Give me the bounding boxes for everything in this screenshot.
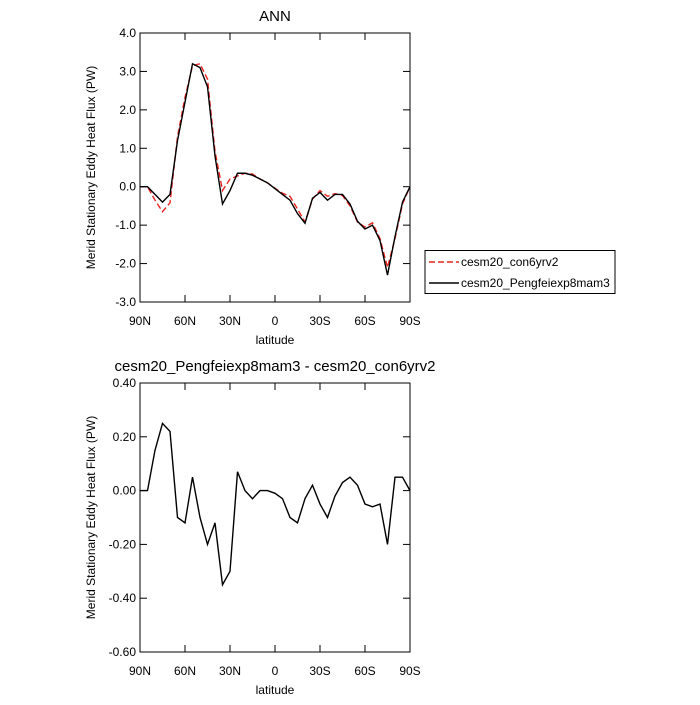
y-tick-label: 0.40 — [113, 376, 137, 390]
y-axis-label: Merid Stationary Eddy Heat Flux (PW) — [84, 66, 98, 269]
x-tick-label: 30N — [219, 314, 241, 328]
x-tick-label: 90S — [399, 314, 420, 328]
x-tick-label: 60S — [354, 664, 375, 678]
y-tick-label: 0.20 — [113, 430, 137, 444]
y-tick-label: -0.60 — [109, 645, 137, 659]
data-line — [140, 62, 411, 276]
y-tick-label: 1.0 — [119, 141, 136, 155]
x-tick-label: 90N — [129, 314, 151, 328]
x-axis-label: latitude — [256, 333, 295, 347]
y-tick-label: -3.0 — [115, 295, 136, 309]
y-tick-label: 2.0 — [119, 103, 136, 117]
x-tick-label: 30S — [309, 314, 330, 328]
chart-title: cesm20_Pengfeiexp8mam3 - cesm20_con6yrv2 — [115, 358, 436, 375]
x-tick-label: 60N — [174, 664, 196, 678]
data-line — [140, 421, 411, 587]
y-tick-label: -0.40 — [109, 591, 137, 605]
y-tick-label: -1.0 — [115, 218, 136, 232]
y-tick-label: 0.0 — [119, 180, 136, 194]
plot-frame — [139, 382, 411, 653]
legend-label: cesm20_con6yrv2 — [461, 255, 559, 269]
legend-box — [424, 250, 616, 294]
data-line — [140, 62, 411, 271]
chart-title: ANN — [259, 8, 291, 25]
y-tick-label: 3.0 — [119, 64, 136, 78]
x-tick-label: 0 — [272, 314, 279, 328]
legend-label: cesm20_Pengfeiexp8mam3 — [461, 276, 610, 290]
x-tick-label: 30S — [309, 664, 330, 678]
x-tick-label: 90S — [399, 664, 420, 678]
y-tick-label: 4.0 — [119, 26, 136, 40]
plot-frame — [139, 32, 411, 303]
x-tick-label: 60S — [354, 314, 375, 328]
y-tick-label: -2.0 — [115, 257, 136, 271]
y-tick-label: -0.20 — [109, 537, 137, 551]
y-axis-label: Merid Stationary Eddy Heat Flux (PW) — [84, 416, 98, 619]
x-tick-label: 90N — [129, 664, 151, 678]
x-tick-label: 0 — [272, 664, 279, 678]
y-tick-label: 0.00 — [113, 484, 137, 498]
x-tick-label: 60N — [174, 314, 196, 328]
x-axis-label: latitude — [256, 683, 295, 697]
x-tick-label: 30N — [219, 664, 241, 678]
